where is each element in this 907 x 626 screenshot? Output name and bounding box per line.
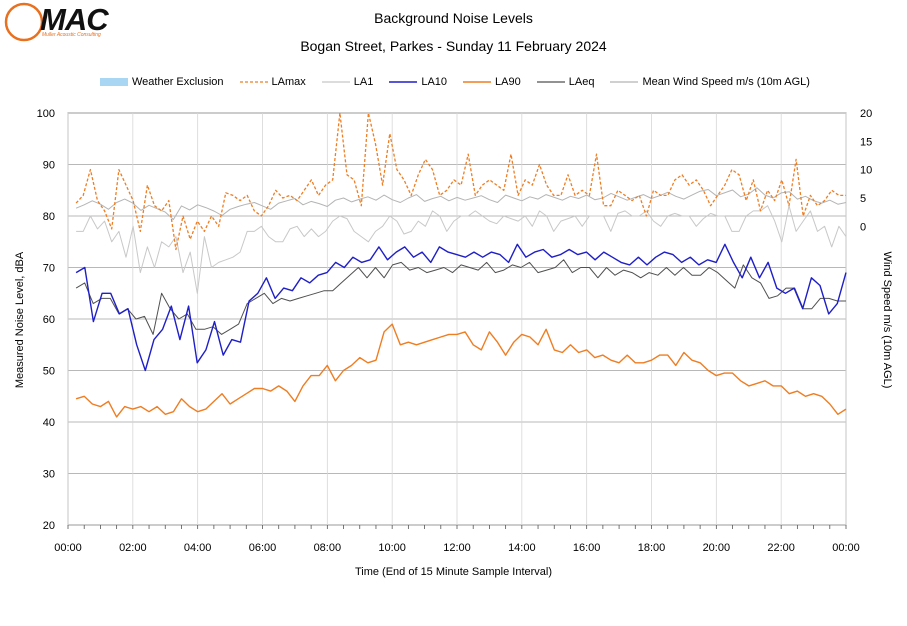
logo-mark-icon (4, 2, 44, 42)
legend-swatch-la10 (389, 81, 418, 83)
legend: Weather Exclusion LAmax LA1 LA10 LA90 LA… (100, 74, 826, 90)
y-tick-label: 30 (43, 469, 55, 481)
legend-swatch-wind (610, 81, 639, 83)
x-tick-label: 02:00 (119, 542, 147, 554)
x-tick-label: 20:00 (703, 542, 731, 554)
chart-title: Background Noise Levels (374, 10, 533, 26)
x-tick-label: 18:00 (638, 542, 666, 554)
y-axis-label: Measured Noise Level, dBA (14, 251, 26, 389)
series-line-mean (75, 187, 847, 220)
legend-swatch-la1 (321, 81, 350, 83)
x-tick-label: 04:00 (184, 542, 212, 554)
series-line-la90 (75, 323, 847, 418)
legend-item-la10: LA10 (389, 76, 447, 88)
x-tick-label: 16:00 (573, 542, 601, 554)
x-axis-label: Time (End of 15 Minute Sample Interval) (354, 566, 553, 578)
y2-axis-label: Wind Speed m/s (10m AGL) (881, 251, 893, 389)
y2-tick-label: 20 (860, 108, 872, 120)
x-tick-label: 08:00 (314, 542, 342, 554)
y2-tick-label: 10 (860, 165, 872, 177)
legend-item-lamax: LAmax (239, 76, 306, 88)
legend-swatch-la90 (463, 81, 492, 83)
x-tick-label: 00:00 (54, 542, 82, 554)
legend-item-weather: Weather Exclusion (100, 76, 224, 88)
x-tick-label: 14:00 (508, 542, 536, 554)
legend-item-la90: LA90 (463, 76, 521, 88)
y-tick-label: 100 (37, 108, 55, 120)
mac-logo: MAC Muller Acoustic Consulting (2, 2, 122, 44)
x-tick-label: 12:00 (443, 542, 471, 554)
legend-label-laeq: LAeq (568, 76, 595, 88)
y2-tick-label: 5 (860, 193, 866, 205)
legend-item-laeq: LAeq (536, 76, 595, 88)
legend-swatch-laeq (536, 81, 565, 83)
y-tick-label: 50 (43, 366, 55, 378)
legend-label-la10: LA10 (421, 76, 448, 88)
y-tick-label: 80 (43, 211, 55, 223)
x-tick-label: 22:00 (767, 542, 795, 554)
logo-subtitle: Muller Acoustic Consulting (42, 32, 101, 38)
legend-item-wind: Mean Wind Speed m/s (10m AGL) (610, 76, 810, 88)
y-tick-label: 60 (43, 314, 55, 326)
legend-label-weather: Weather Exclusion (132, 76, 224, 88)
y2-tick-label: 0 (860, 221, 866, 233)
y-tick-label: 20 (43, 520, 55, 532)
logo-text: MAC (40, 2, 109, 37)
y-tick-label: 40 (43, 417, 55, 429)
y-tick-label: 90 (43, 160, 55, 172)
series-line-la10 (75, 243, 847, 372)
chart-subtitle: Bogan Street, Parkes - Sunday 11 Februar… (300, 38, 607, 54)
y2-tick-label: 15 (860, 136, 872, 148)
x-tick-label: 00:00 (832, 542, 860, 554)
legend-label-lamax: LAmax (271, 76, 306, 88)
series-line-laeq (75, 259, 846, 335)
x-tick-label: 10:00 (378, 542, 406, 554)
series-line-la1 (76, 205, 847, 294)
y-tick-label: 70 (43, 263, 55, 275)
legend-swatch-weather (100, 78, 128, 86)
series-line-lamax (75, 112, 846, 251)
legend-label-la1: LA1 (353, 76, 374, 88)
x-tick-label: 06:00 (249, 542, 277, 554)
legend-label-wind: Mean Wind Speed m/s (10m AGL) (642, 76, 810, 88)
legend-label-la90: LA90 (495, 76, 521, 88)
legend-item-la1: LA1 (321, 76, 374, 88)
